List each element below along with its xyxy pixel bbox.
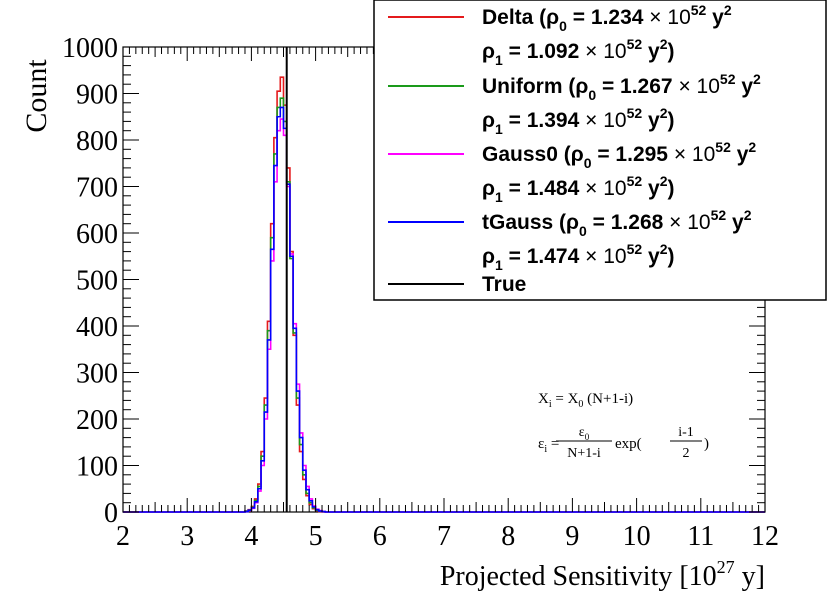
x-tick-label: 11 [687,521,714,552]
y-tick-label: 300 [76,359,118,390]
svg-text:exp(: exp( [615,436,642,452]
svg-text:N+1-i: N+1-i [567,446,601,461]
legend-label-true: True [482,273,526,296]
svg-text:i-1: i-1 [678,425,694,440]
legend-sublabel-tgauss: ρ1 = 1.474 × 1052 y2) [482,241,674,273]
legend-entry-true: True [388,273,526,296]
x-tick-label: 7 [437,521,451,552]
svg-text:2: 2 [683,446,690,461]
formula-annotation: Xi = X0 (N+1-i) εi = ε0 N+1-i exp( i-1 2… [538,391,709,461]
legend-label-uniform: Uniform (ρ0 = 1.267 × 1052 y2 [482,71,761,103]
legend-sublabel-gauss0: ρ1 = 1.484 × 1052 y2) [482,173,674,205]
y-tick-label: 100 [76,452,118,483]
x-tick-label: 12 [751,521,779,552]
y-axis-label: Count [20,59,53,133]
x-tick-label: 6 [373,521,387,552]
y-tick-label: 600 [76,219,118,250]
y-tick-label: 0 [104,498,118,529]
x-tick-label: 3 [180,521,194,552]
legend-label-tgauss: tGauss (ρ0 = 1.268 × 1052 y2 [482,207,752,239]
x-axis-label: Projected Sensitivity [1027 y] [440,557,765,592]
legend-sublabel-delta: ρ1 = 1.092 × 1052 y2) [482,36,674,68]
svg-text:ε0: ε0 [579,425,590,442]
y-tick-label: 700 [76,173,118,204]
formula-line-1: Xi = X0 (N+1-i) [538,391,633,410]
legend-sublabel-uniform: ρ1 = 1.394 × 1052 y2) [482,105,674,137]
y-tick-label: 500 [76,266,118,297]
y-tick-label: 900 [76,80,118,111]
y-tick-label: 200 [76,405,118,436]
x-tick-label: 8 [501,521,515,552]
formula-line-2: εi = ε0 N+1-i exp( i-1 2 ) [538,425,709,461]
y-tick-label: 1000 [62,33,118,64]
x-tick-label: 10 [623,521,651,552]
x-tick-label: 2 [116,521,130,552]
y-tick-label: 400 [76,312,118,343]
x-tick-label: 9 [565,521,579,552]
x-tick-label: 4 [244,521,258,552]
legend-box [373,0,827,301]
legend-label-gauss0: Gauss0 (ρ0 = 1.295 × 1052 y2 [482,139,756,171]
svg-text:): ) [704,436,709,452]
x-tick-label: 5 [309,521,323,552]
y-tick-label: 800 [76,126,118,157]
svg-text:εi =: εi = [538,436,559,455]
legend-label-delta: Delta (ρ0 = 1.234 × 1052 y2 [482,2,732,34]
